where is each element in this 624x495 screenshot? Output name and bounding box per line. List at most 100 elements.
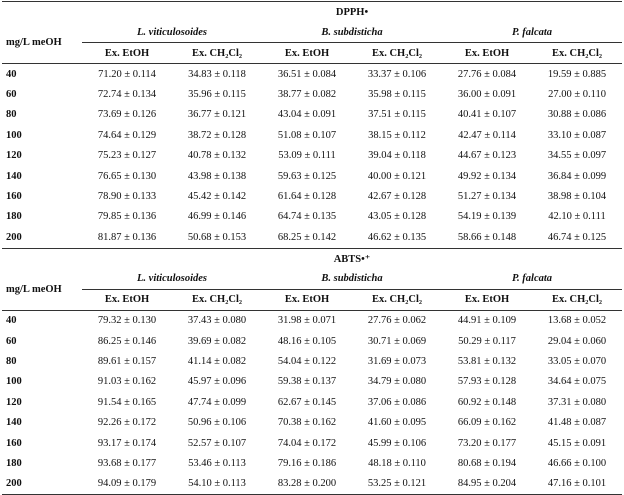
- value-cell: 37.43 ± 0.080: [187, 315, 247, 327]
- value-cell: 35.96 ± 0.115: [188, 89, 246, 101]
- value-cell: 39.04 ± 0.118: [368, 150, 426, 162]
- value-cell: 33.10 ± 0.087: [547, 129, 607, 141]
- value-cell: 46.99 ± 0.146: [187, 211, 247, 223]
- value-cell: 73.20 ± 0.177: [457, 437, 517, 449]
- value-cell: 41.60 ± 0.095: [367, 417, 427, 429]
- value-cell: 91.03 ± 0.162: [97, 376, 157, 388]
- value-cell: 36.00 ± 0.091: [457, 89, 517, 101]
- value-cell: 38.15 ± 0.112: [368, 129, 426, 141]
- value-cell: 44.67 ± 0.123: [457, 150, 517, 162]
- value-cell: 36.77 ± 0.121: [187, 109, 247, 121]
- value-cell: 53.46 ± 0.113: [188, 457, 246, 469]
- value-cell: 34.64 ± 0.075: [547, 376, 607, 388]
- value-cell: 45.97 ± 0.096: [187, 376, 247, 388]
- data-row: 120 75.23 ± 0.127 40.78 ± 0.132 53.09 ± 0.1…: [2, 146, 622, 166]
- value-cell: 91.54 ± 0.165: [97, 396, 157, 408]
- subheader: Ex. CH₂Cl₂: [532, 42, 623, 64]
- concentration: 160: [6, 437, 22, 449]
- subheader: Ex. CH₂Cl₂: [352, 289, 442, 311]
- data-row: 140 76.65 ± 0.130 43.98 ± 0.138 59.63 ± 0.1…: [2, 166, 622, 186]
- value-cell: 59.38 ± 0.137: [277, 376, 337, 388]
- value-cell: 54.04 ± 0.122: [277, 355, 337, 367]
- subheader: Ex. EtOH: [442, 42, 532, 64]
- value-cell: 34.79 ± 0.080: [367, 376, 427, 388]
- group-header: B. subdisticha: [262, 22, 442, 43]
- group-row: mg/L meOH L. viticulosoides B. subdisticha…: [2, 22, 623, 64]
- subheader-row: Ex. EtOH Ex. CH₂Cl₂ Ex. EtOH Ex. CH₂Cl₂ Ex. …: [2, 289, 623, 311]
- data-row: 80 73.69 ± 0.126 36.77 ± 0.121 43.04 ± 0.09…: [2, 105, 622, 125]
- subheader-row: Ex. EtOH Ex. CH₂Cl₂ Ex. EtOH Ex. CH₂Cl₂ Ex. …: [2, 42, 623, 64]
- value-cell: 49.92 ± 0.134: [457, 170, 517, 182]
- value-cell: 33.37 ± 0.106: [367, 68, 427, 80]
- value-cell: 50.96 ± 0.106: [187, 417, 247, 429]
- value-cell: 57.93 ± 0.128: [457, 376, 517, 388]
- value-cell: 79.16 ± 0.186: [277, 457, 337, 469]
- concentration: 40: [6, 68, 17, 80]
- value-cell: 60.92 ± 0.148: [457, 396, 517, 408]
- value-cell: 40.41 ± 0.107: [457, 109, 517, 121]
- value-cell: 44.91 ± 0.109: [457, 315, 517, 327]
- data-row: 200 81.87 ± 0.136 50.68 ± 0.153 68.25 ± 0.1…: [2, 227, 623, 249]
- concentration: 40: [6, 315, 17, 327]
- concentration: 160: [6, 191, 22, 203]
- value-cell: 52.57 ± 0.107: [187, 437, 247, 449]
- data-row: 200 94.09 ± 0.179 54.10 ± 0.113 83.28 ± 0.2…: [2, 473, 623, 495]
- data-row: 60 86.25 ± 0.146 39.69 ± 0.082 48.16 ± 0.10…: [2, 331, 622, 351]
- row-header: mg/L meOH: [2, 268, 82, 311]
- subheader: Ex. CH₂Cl₂: [172, 42, 262, 64]
- data-row: 60 72.74 ± 0.134 35.96 ± 0.115 38.77 ± 0.08…: [2, 84, 622, 104]
- value-cell: 86.25 ± 0.146: [97, 335, 157, 347]
- concentration: 100: [6, 376, 22, 388]
- concentration: 100: [6, 129, 22, 141]
- value-cell: 27.00 ± 0.110: [548, 89, 606, 101]
- value-cell: 53.81 ± 0.132: [457, 355, 517, 367]
- value-cell: 89.61 ± 0.157: [97, 355, 157, 367]
- data-row: 80 89.61 ± 0.157 41.14 ± 0.082 54.04 ± 0.12…: [2, 351, 622, 371]
- concentration: 60: [6, 335, 17, 347]
- value-cell: 43.04 ± 0.091: [277, 109, 337, 121]
- value-cell: 42.10 ± 0.111: [548, 211, 606, 223]
- value-cell: 58.66 ± 0.148: [442, 227, 532, 249]
- concentration: 140: [6, 170, 22, 182]
- empty-cell: [2, 247, 82, 269]
- value-cell: 37.06 ± 0.086: [367, 396, 427, 408]
- value-cell: 59.63 ± 0.125: [277, 170, 337, 182]
- subheader: Ex. EtOH: [262, 42, 352, 64]
- value-cell: 45.99 ± 0.106: [367, 437, 427, 449]
- value-cell: 36.51 ± 0.084: [277, 68, 337, 80]
- subheader: Ex. CH₂Cl₂: [532, 289, 623, 311]
- value-cell: 36.84 ± 0.099: [547, 170, 607, 182]
- empty-cell: [2, 1, 82, 22]
- value-cell: 79.32 ± 0.130: [97, 315, 157, 327]
- value-cell: 72.74 ± 0.134: [97, 89, 157, 101]
- value-cell: 93.17 ± 0.174: [97, 437, 157, 449]
- value-cell: 38.98 ± 0.104: [547, 191, 607, 203]
- value-cell: 48.18 ± 0.110: [368, 457, 426, 469]
- group-header: L. viticulosoides: [82, 268, 262, 290]
- data-row: 100 91.03 ± 0.162 45.97 ± 0.096 59.38 ± 0.1…: [2, 372, 622, 392]
- value-cell: 54.10 ± 0.113: [172, 473, 262, 495]
- group-header: L. viticulosoides: [82, 22, 262, 43]
- value-cell: 54.19 ± 0.139: [457, 211, 517, 223]
- value-cell: 62.67 ± 0.145: [277, 396, 337, 408]
- value-cell: 76.65 ± 0.130: [97, 170, 157, 182]
- subheader: Ex. CH₂Cl₂: [172, 289, 262, 311]
- value-cell: 46.74 ± 0.125: [532, 227, 623, 249]
- concentration: 80: [6, 355, 17, 367]
- value-cell: 92.26 ± 0.172: [97, 417, 157, 429]
- concentration: 120: [6, 396, 22, 408]
- value-cell: 94.09 ± 0.179: [82, 473, 172, 495]
- section-title-row: DPPH•: [2, 1, 623, 22]
- value-cell: 40.78 ± 0.132: [187, 150, 247, 162]
- section-title: DPPH•: [82, 1, 623, 22]
- value-cell: 66.09 ± 0.162: [457, 417, 517, 429]
- value-cell: 53.09 ± 0.111: [278, 150, 336, 162]
- subheader: Ex. CH₂Cl₂: [352, 42, 442, 64]
- value-cell: 93.68 ± 0.177: [97, 457, 157, 469]
- value-cell: 31.69 ± 0.073: [367, 355, 427, 367]
- value-cell: 51.27 ± 0.134: [457, 191, 517, 203]
- row-header: mg/L meOH: [2, 22, 82, 64]
- value-cell: 30.88 ± 0.086: [547, 109, 607, 121]
